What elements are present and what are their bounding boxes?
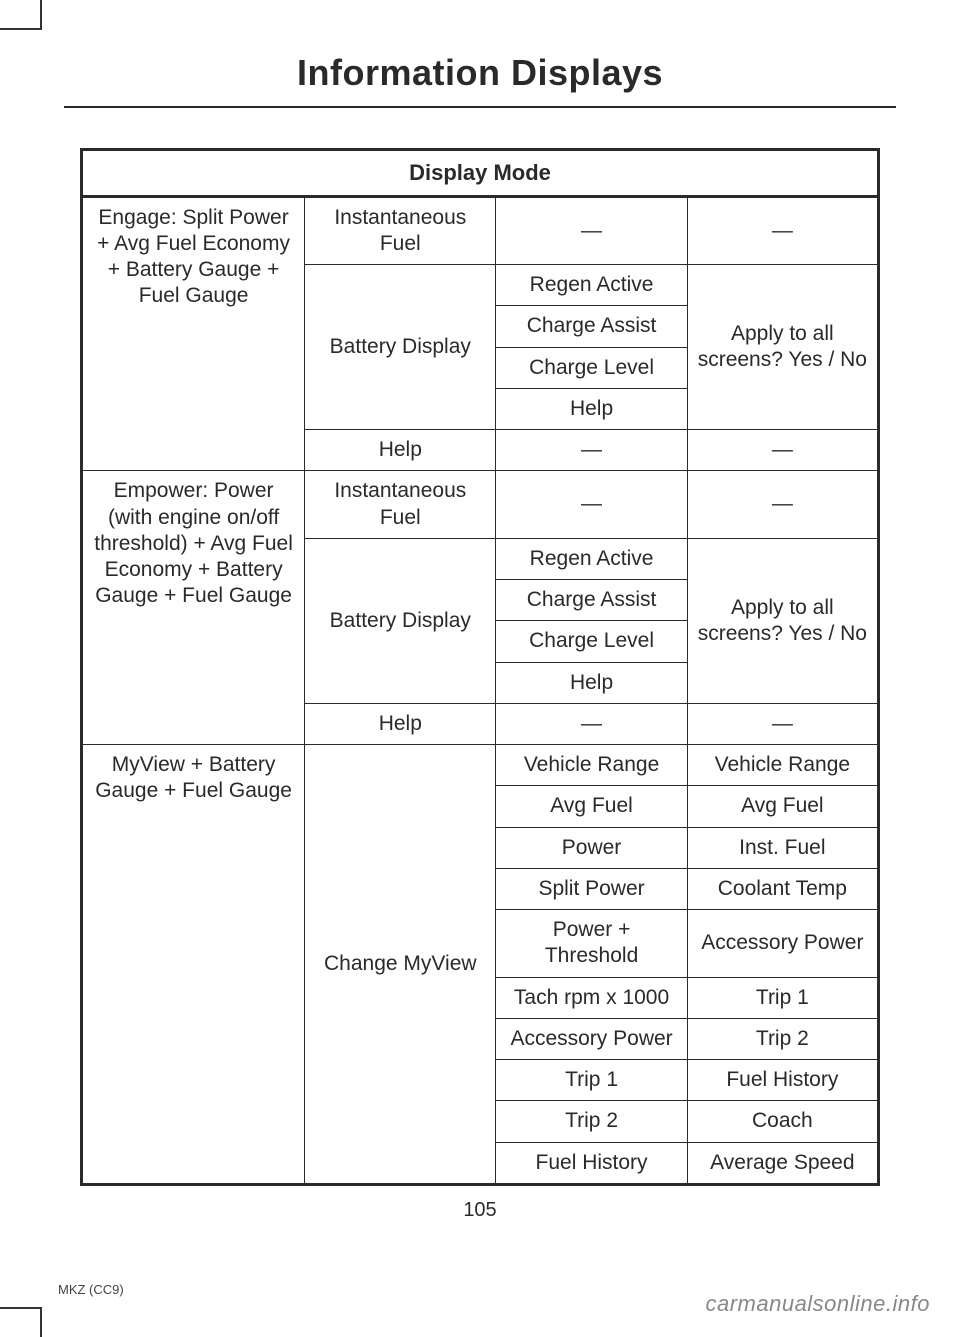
section-label-empower: Empower: Power (with engine on/off thres… [82, 471, 305, 745]
footer-code: MKZ (CC9) [58, 1282, 124, 1297]
cell: Split Power [496, 868, 687, 909]
cell: Instantaneous Fuel [305, 471, 496, 539]
cell: Charge Level [496, 347, 687, 388]
cell: Vehicle Range [687, 745, 878, 786]
cell: — [687, 196, 878, 265]
title-rule [64, 106, 896, 108]
table-header: Display Mode [82, 150, 879, 197]
cell: Average Speed [687, 1142, 878, 1184]
cell: Battery Display [305, 538, 496, 703]
cell: Accessory Power [687, 910, 878, 978]
cell: Fuel History [496, 1142, 687, 1184]
cell: Trip 1 [687, 977, 878, 1018]
cell: — [496, 471, 687, 539]
cell: Power + Threshold [496, 910, 687, 978]
cell: Change MyView [305, 745, 496, 1185]
crop-mark-top-left [0, 0, 42, 30]
cell: — [687, 703, 878, 744]
display-mode-table: Display Mode Engage: Split Power + Avg F… [80, 148, 880, 1186]
cell: Tach rpm x 1000 [496, 977, 687, 1018]
section-label-engage: Engage: Split Power + Avg Fuel Economy +… [82, 196, 305, 471]
page-title: Information Displays [0, 0, 960, 106]
section-label-myview: MyView + Battery Gauge + Fuel Gauge [82, 745, 305, 1185]
cell: Regen Active [496, 538, 687, 579]
cell: Apply to all screens? Yes / No [687, 265, 878, 430]
cell: Avg Fuel [496, 786, 687, 827]
cell: Charge Assist [496, 306, 687, 347]
cell: Charge Assist [496, 580, 687, 621]
cell: Accessory Power [496, 1018, 687, 1059]
cell: Inst. Fuel [687, 827, 878, 868]
cell: Help [305, 430, 496, 471]
watermark: carmanualsonline.info [705, 1291, 930, 1317]
cell: Power [496, 827, 687, 868]
cell: Vehicle Range [496, 745, 687, 786]
cell: — [496, 196, 687, 265]
crop-mark-bottom-left [0, 1307, 42, 1337]
cell: Help [496, 388, 687, 429]
cell: — [687, 471, 878, 539]
page-number: 105 [0, 1199, 960, 1222]
cell: Fuel History [687, 1060, 878, 1101]
cell: Trip 2 [687, 1018, 878, 1059]
cell: Coolant Temp [687, 868, 878, 909]
cell: Avg Fuel [687, 786, 878, 827]
cell: — [496, 430, 687, 471]
cell: Battery Display [305, 265, 496, 430]
cell: Trip 2 [496, 1101, 687, 1142]
cell: Instantaneous Fuel [305, 196, 496, 265]
cell: Regen Active [496, 265, 687, 306]
cell: Trip 1 [496, 1060, 687, 1101]
cell: Help [496, 662, 687, 703]
cell: Charge Level [496, 621, 687, 662]
cell: Help [305, 703, 496, 744]
cell: Coach [687, 1101, 878, 1142]
cell: — [687, 430, 878, 471]
cell: Apply to all screens? Yes / No [687, 538, 878, 703]
cell: — [496, 703, 687, 744]
